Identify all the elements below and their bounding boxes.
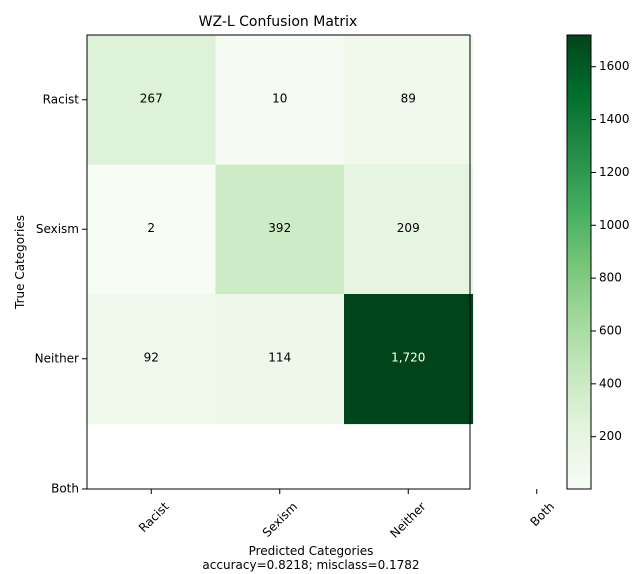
heatmap-cell: [87, 294, 217, 425]
heatmap-cell: [344, 294, 474, 425]
x-tick-label: Sexism: [260, 499, 300, 539]
colorbar-tick-label: 1000: [599, 218, 630, 232]
plot-frame: [86, 34, 471, 490]
colorbar-tick-label: 1200: [599, 165, 630, 179]
y-tick-label: Both: [51, 482, 79, 496]
cell-value-label: 2: [147, 221, 155, 235]
y-axis-label: True Categories: [13, 215, 27, 310]
colorbar-tick-label: 800: [599, 271, 622, 285]
heatmap-cells: [87, 35, 474, 425]
y-tick-label: Neither: [35, 351, 79, 365]
cell-value-label: 114: [268, 350, 291, 364]
cell-value-label: 92: [144, 350, 159, 364]
heatmap-cell: [344, 164, 474, 295]
x-axis-ticks: Racist Sexism Neither Both: [136, 489, 557, 541]
heatmap-cell: [215, 35, 345, 166]
chart-title: WZ-L Confusion Matrix: [199, 14, 358, 30]
heatmap-cell: [215, 164, 345, 295]
colorbar-tick-label: 1400: [599, 112, 630, 126]
cell-value-label: 267: [140, 91, 163, 105]
colorbar-tick-label: 400: [599, 376, 622, 390]
y-axis-ticks: Racist Sexism Neither Both: [35, 92, 87, 496]
accuracy-caption: accuracy=0.8218; misclass=0.1782: [202, 558, 419, 572]
cell-value-label: 1,720: [391, 350, 425, 364]
cell-value-label: 209: [397, 221, 420, 235]
x-tick-label: Both: [527, 499, 557, 529]
y-tick-label: Racist: [43, 92, 80, 106]
colorbar: [566, 34, 592, 490]
heatmap-cell: [87, 35, 217, 166]
heatmap-cell: [87, 164, 217, 295]
y-tick-label: Sexism: [36, 222, 79, 236]
cell-value-label: 89: [401, 91, 416, 105]
heatmap-cell: [215, 294, 345, 425]
colorbar-tick-label: 1600: [599, 59, 630, 73]
heatmap-cell: [344, 35, 474, 166]
cell-value-label: 392: [268, 221, 291, 235]
colorbar-tick-label: 200: [599, 429, 622, 443]
heatmap-cell-labels: 267 10 89 2 392 209 92 114 1,720: [140, 91, 426, 364]
x-tick-label: Neither: [387, 499, 428, 540]
colorbar-ticks: 200 400 600 800 1000 1200 1400 1600: [591, 59, 630, 443]
cell-value-label: 10: [272, 91, 287, 105]
x-axis-label: Predicted Categories: [249, 544, 374, 558]
x-tick-label: Racist: [136, 499, 172, 535]
colorbar-tick-label: 600: [599, 323, 622, 337]
